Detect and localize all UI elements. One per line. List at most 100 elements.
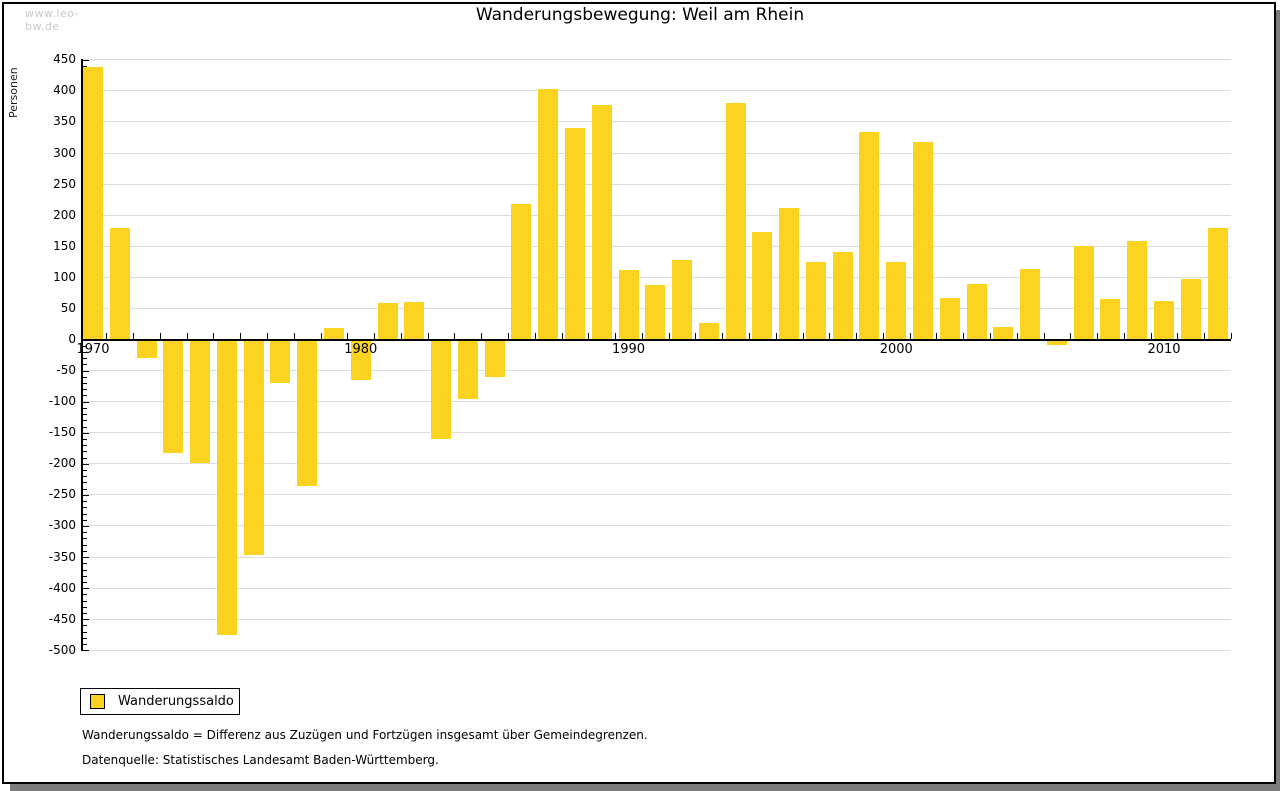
bar-1983 <box>431 341 452 439</box>
y-axis-title: Personen <box>7 67 20 118</box>
footnote-source: Datenquelle: Statistisches Landesamt Bad… <box>82 753 439 767</box>
gridline <box>82 245 1231 247</box>
y-tick-label: 150 <box>53 238 76 253</box>
gridline <box>82 152 1231 154</box>
y-minor-tick <box>83 488 87 490</box>
x-tick <box>400 333 402 339</box>
x-tick <box>615 333 617 339</box>
y-minor-tick <box>83 476 87 478</box>
x-tick-label-1980: 1980 <box>344 342 378 357</box>
y-minor-tick <box>83 351 87 353</box>
bar-1976 <box>243 341 264 556</box>
gridline <box>82 494 1231 496</box>
y-major-tick <box>83 557 89 559</box>
bar-2010 <box>1154 300 1174 339</box>
x-tick <box>534 333 536 339</box>
y-tick-label: 400 <box>53 83 76 98</box>
x-tick <box>882 333 884 339</box>
bar-2006 <box>1046 341 1067 346</box>
frame-shadow-right <box>1276 10 1280 784</box>
x-tick <box>213 333 215 339</box>
x-tick <box>641 333 643 339</box>
gridline <box>82 90 1231 92</box>
y-tick-label: -400 <box>48 580 76 595</box>
y-minor-tick <box>83 364 87 366</box>
x-tick <box>1016 333 1018 339</box>
bar-1992 <box>672 259 693 339</box>
y-minor-tick <box>83 345 87 347</box>
bar-1996 <box>779 207 800 339</box>
y-major-tick <box>83 650 89 652</box>
bar-1973 <box>163 341 184 454</box>
x-tick <box>320 333 322 339</box>
y-tick-label: 0 <box>68 332 76 346</box>
x-tick <box>989 333 991 339</box>
bar-1989 <box>591 104 612 339</box>
bar-2012 <box>1207 227 1228 339</box>
x-tick <box>106 333 108 339</box>
x-tick <box>909 333 911 339</box>
gridline <box>82 183 1231 185</box>
x-tick <box>695 333 697 339</box>
x-tick <box>293 333 295 339</box>
x-tick <box>427 333 429 339</box>
y-minor-tick <box>83 544 87 546</box>
gridline <box>82 59 1231 61</box>
y-minor-tick <box>83 457 87 459</box>
bar-1998 <box>832 252 853 339</box>
y-minor-tick <box>83 581 87 583</box>
bar-1993 <box>698 323 719 339</box>
y-tick-label: 250 <box>53 176 76 191</box>
bar-1979 <box>323 327 344 339</box>
y-major-tick <box>83 370 89 372</box>
gridline <box>82 525 1231 527</box>
y-minor-tick <box>83 519 87 521</box>
y-minor-tick <box>83 470 87 472</box>
gridline <box>82 401 1231 403</box>
x-tick-label-1990: 1990 <box>611 342 646 357</box>
y-minor-tick <box>83 594 87 596</box>
y-major-tick <box>83 525 89 527</box>
x-tick <box>481 333 483 339</box>
y-minor-tick <box>83 613 87 615</box>
legend-label: Wanderungssaldo <box>118 694 234 709</box>
y-minor-tick <box>83 482 87 484</box>
y-major-tick <box>83 432 89 434</box>
y-tick-label: 300 <box>53 145 76 160</box>
bar-2005 <box>1020 269 1041 339</box>
y-tick-label: 200 <box>53 207 76 222</box>
x-tick-label-2000: 2000 <box>879 342 913 357</box>
y-minor-tick <box>83 631 87 633</box>
x-tick <box>561 333 563 339</box>
y-major-tick <box>83 588 89 590</box>
bar-1971 <box>109 228 130 339</box>
bar-2002 <box>939 297 960 339</box>
bar-1975 <box>216 341 237 635</box>
x-tick <box>1204 333 1206 339</box>
x-tick <box>588 333 590 339</box>
bar-1974 <box>190 341 211 463</box>
y-tick-label: 100 <box>53 269 76 284</box>
y-minor-tick <box>83 600 87 602</box>
y-major-tick <box>83 401 89 403</box>
x-tick <box>802 333 804 339</box>
y-minor-tick <box>83 644 87 646</box>
x-tick <box>454 333 456 339</box>
y-major-tick <box>83 59 89 61</box>
gridline <box>82 432 1231 434</box>
y-minor-tick <box>83 569 87 571</box>
y-minor-tick <box>83 395 87 397</box>
y-major-tick <box>83 463 89 465</box>
y-major-tick <box>83 494 89 496</box>
x-tick <box>508 333 509 339</box>
y-tick-label: -200 <box>48 456 76 471</box>
x-tick <box>963 333 965 339</box>
x-tick <box>159 333 161 339</box>
legend-swatch-icon <box>90 694 105 709</box>
y-minor-tick <box>83 65 87 67</box>
y-minor-tick <box>83 538 87 540</box>
bar-1981 <box>377 303 398 339</box>
bar-1987 <box>538 88 559 339</box>
x-tick <box>748 333 750 339</box>
bar-2008 <box>1100 299 1121 339</box>
